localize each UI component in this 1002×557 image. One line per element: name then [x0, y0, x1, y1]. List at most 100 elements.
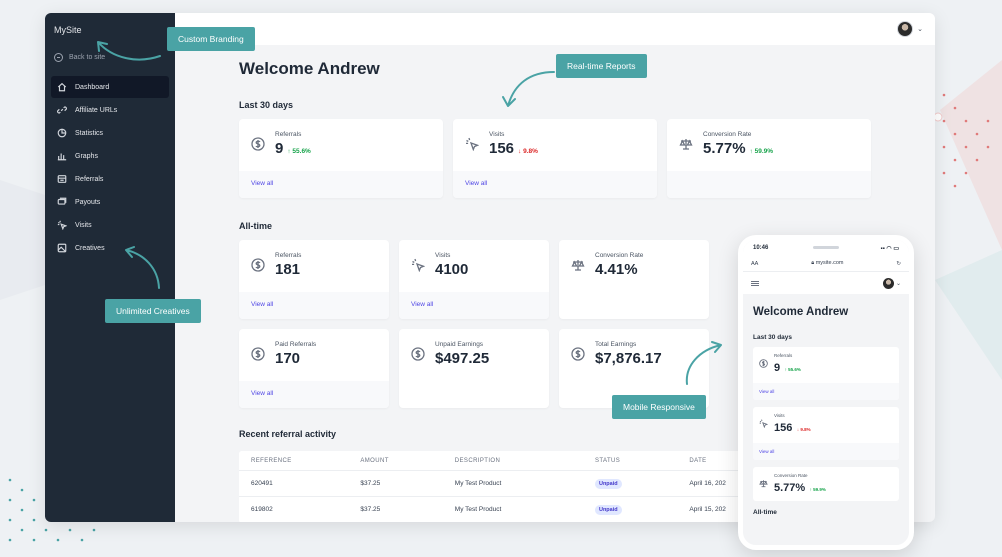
chevron-down-icon[interactable]: ⌄: [895, 280, 901, 287]
metric-card-visits: Visits 156 ↓ 9.8% View all: [453, 119, 657, 198]
all-time-cards-row-1: Referrals 181 View all Visits 4100: [239, 240, 871, 319]
cell-amount: $37.25: [360, 506, 381, 513]
back-to-site-link[interactable]: Back to site: [54, 53, 166, 62]
metric-label: Visits: [774, 413, 785, 418]
phone-mockup: 10:46 ▪▪ ◠ ▭ AA 🔒︎ mysite.com ↻ ⌄ Welcom…: [738, 235, 914, 550]
brand-name[interactable]: MySite: [54, 25, 82, 35]
view-all-link[interactable]: View all: [753, 383, 899, 400]
phone-url-bar[interactable]: AA 🔒︎ mysite.com ↻: [743, 256, 909, 272]
list-icon: [57, 175, 67, 183]
metric-card-total-earnings: Total Earnings $7,876.17: [559, 329, 709, 408]
callout-arrow: [122, 246, 164, 297]
sidebar-item-statistics[interactable]: Statistics: [51, 122, 169, 144]
column-header: STATUS: [594, 457, 621, 464]
cell-date: April 15, 202: [689, 506, 726, 513]
metric-value: 181: [275, 261, 301, 278]
phone-time: 10:46: [753, 245, 769, 251]
metric-value: 4.41%: [595, 261, 638, 278]
hamburger-menu-icon[interactable]: [751, 280, 759, 286]
metric-card-visits-alltime: Visits 4100 View all: [399, 240, 549, 319]
view-all-link[interactable]: View all: [753, 443, 899, 460]
avatar[interactable]: [882, 277, 894, 289]
sidebar-item-visits[interactable]: Visits: [51, 214, 169, 236]
cursor-click-icon: [57, 220, 67, 230]
callout-arrow: [683, 340, 725, 391]
delta-value: 9.8%: [800, 427, 811, 432]
last-30-days-heading: Last 30 days: [239, 100, 294, 110]
avatar[interactable]: [897, 21, 914, 37]
delta-up-badge: ↑ 59.9%: [749, 148, 774, 155]
view-all-link[interactable]: View all: [399, 292, 549, 319]
metric-label: Conversion Rate: [595, 252, 644, 259]
metric-value: 5.77%: [774, 482, 806, 494]
metric-value: $497.25: [435, 350, 490, 367]
view-all-link[interactable]: View all: [239, 381, 389, 408]
view-all-link[interactable]: View all: [453, 171, 657, 198]
recent-activity-heading: Recent referral activity: [239, 429, 337, 439]
phone-content: Welcome Andrew Last 30 days Referrals 9 …: [743, 294, 909, 524]
sidebar-item-graphs[interactable]: Graphs: [51, 145, 169, 167]
sidebar-item-payouts[interactable]: Payouts: [51, 191, 169, 213]
chevron-down-icon[interactable]: ⌄: [917, 26, 923, 33]
metric-value: 5.77%: [703, 140, 746, 157]
metric-value: 9: [774, 362, 781, 374]
text-size-button[interactable]: AA: [751, 260, 759, 267]
cursor-click-icon: [411, 258, 426, 273]
metric-value: 156: [489, 140, 515, 157]
table-row[interactable]: 619802 $37.25 My Test Product Unpaid Apr…: [239, 497, 759, 522]
home-icon: [57, 82, 67, 92]
scale-icon: [759, 473, 768, 496]
metric-label: Total Earnings: [595, 341, 637, 348]
view-all-link[interactable]: View all: [239, 171, 443, 198]
sidebar-item-dashboard[interactable]: Dashboard: [51, 76, 169, 98]
metric-card-referrals: Referrals 9 ↑ 55.6% View all: [239, 119, 443, 198]
sidebar-item-referrals[interactable]: Referrals: [51, 168, 169, 190]
card-footer: [667, 171, 871, 198]
bar-chart-icon: [57, 153, 67, 161]
sidebar-item-label: Visits: [75, 221, 92, 229]
arrow-left-circle-icon: [54, 53, 63, 62]
sidebar-item-label: Statistics: [75, 129, 104, 137]
cell-description: My Test Product: [454, 506, 502, 513]
sidebar-item-label: Dashboard: [75, 83, 110, 91]
delta-down-badge: ↓ 9.8%: [796, 427, 811, 432]
delta-up-badge: ↑ 55.6%: [287, 148, 311, 155]
table-row[interactable]: 620491 $37.25 My Test Product Unpaid Apr…: [239, 471, 759, 497]
cell-amount: $37.25: [360, 480, 381, 487]
phone-all-time-heading: All-time: [753, 509, 777, 516]
payout-icon: [57, 197, 67, 205]
status-badge: Unpaid: [594, 504, 622, 515]
last-30-days-cards: Referrals 9 ↑ 55.6% View all Visits: [239, 119, 871, 198]
main-area: ⌄ Welcome Andrew Last 30 days Referrals …: [175, 13, 935, 522]
callout-mobile-responsive: Mobile Responsive: [612, 395, 706, 419]
metric-card-conversion-alltime: Conversion Rate 4.41%: [559, 240, 709, 319]
metric-card-paid-referrals: Paid Referrals 170 View all: [239, 329, 389, 408]
delta-value: 59.9%: [754, 148, 774, 155]
sidebar-item-creatives[interactable]: Creatives: [51, 237, 169, 259]
back-link-label: Back to site: [69, 54, 106, 61]
phone-metric-card-referrals: Referrals 9 ↑ 55.6% View all: [753, 347, 899, 400]
metric-card-conversion-rate: Conversion Rate 5.77% ↑ 59.9%: [667, 119, 871, 198]
callout-custom-branding: Custom Branding: [167, 27, 255, 51]
signal-wifi-battery-icon: ▪▪ ◠ ▭: [880, 245, 900, 252]
delta-value: 55.6%: [292, 148, 311, 155]
delta-value: 55.6%: [788, 367, 801, 372]
reload-icon[interactable]: ↻: [896, 260, 901, 267]
table-header: REFERENCE AMOUNT DESCRIPTION STATUS DATE: [239, 451, 759, 471]
sidebar-item-label: Payouts: [75, 198, 101, 206]
sidebar-item-label: Referrals: [75, 175, 104, 183]
view-all-link[interactable]: View all: [239, 292, 389, 319]
cell-reference: 620491: [251, 480, 273, 487]
dollar-circle-icon: [411, 347, 425, 361]
callout-real-time-reports: Real-time Reports: [556, 54, 647, 78]
metric-label: Conversion Rate: [774, 473, 808, 478]
dollar-circle-icon: [251, 347, 265, 361]
metric-value: 4100: [435, 261, 469, 278]
metric-card-unpaid-earnings: Unpaid Earnings $497.25: [399, 329, 549, 408]
metric-label: Referrals: [275, 252, 302, 259]
cursor-click-icon: [465, 137, 480, 152]
cell-reference: 619802: [251, 506, 273, 513]
lock-icon: 🔒︎: [811, 260, 815, 266]
sidebar-item-affiliate-urls[interactable]: Affiliate URLs: [51, 99, 169, 121]
cell-date: April 16, 202: [689, 480, 726, 487]
